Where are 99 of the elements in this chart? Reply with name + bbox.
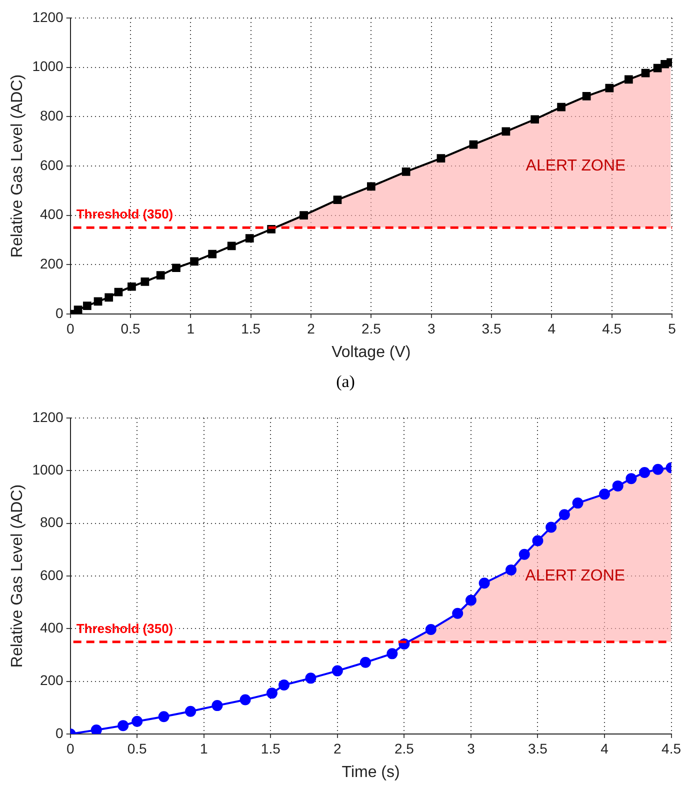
point <box>158 711 170 722</box>
x-tick-label: 4 <box>600 740 609 756</box>
x-tick-label: 4.5 <box>662 740 682 756</box>
x-tick-label: 1.5 <box>260 740 281 756</box>
y-tick-label: 1000 <box>32 58 64 74</box>
y-tick-label: 200 <box>40 672 64 688</box>
x-tick-label: 5 <box>668 320 676 336</box>
point <box>300 211 308 220</box>
point <box>208 250 217 258</box>
point <box>557 102 566 112</box>
point <box>172 264 180 272</box>
y-tick-label: 200 <box>40 256 64 272</box>
point <box>452 608 464 619</box>
x-axis-title: Time (s) <box>342 764 400 781</box>
point <box>305 672 316 684</box>
point <box>118 720 129 732</box>
point <box>333 196 342 204</box>
point <box>532 535 544 546</box>
x-tick-label: 3 <box>467 740 476 756</box>
point <box>506 564 517 576</box>
x-tick-label: 1 <box>200 740 208 756</box>
point <box>190 257 198 266</box>
point <box>156 271 165 280</box>
point <box>83 302 92 310</box>
x-tick-label: 2.5 <box>361 320 382 336</box>
x-tick-label: 3.5 <box>528 740 548 756</box>
point <box>582 92 591 100</box>
x-tick-label: 2.5 <box>394 740 414 756</box>
y-axis-title: Relative Gas Level (ADC) <box>9 484 26 668</box>
x-tick-label: 1.5 <box>241 320 261 336</box>
x-tick-label: 1 <box>186 320 195 336</box>
point <box>185 706 196 717</box>
annotation: ALERT ZONE <box>525 567 626 584</box>
point <box>469 140 478 149</box>
x-tick-label: 2 <box>307 320 316 336</box>
ref-line-label: Threshold (350) <box>76 620 174 636</box>
point <box>94 297 102 306</box>
point <box>114 288 123 296</box>
y-tick-label: 600 <box>40 566 64 583</box>
point <box>546 522 557 533</box>
y-tick-label: 800 <box>40 514 64 530</box>
point <box>641 68 650 78</box>
x-tick-label: 0 <box>66 320 74 336</box>
point <box>402 167 410 176</box>
point <box>332 665 343 676</box>
annotation: ALERT ZONE <box>526 157 626 174</box>
point <box>653 64 662 72</box>
point <box>386 648 398 660</box>
point <box>212 700 223 712</box>
point <box>240 694 251 706</box>
x-tick-label: 3 <box>427 320 436 336</box>
point <box>518 548 530 560</box>
y-tick-label: 0 <box>56 724 64 741</box>
point <box>652 464 664 475</box>
point <box>132 716 143 727</box>
point <box>90 724 102 734</box>
x-axis-title: Voltage (V) <box>332 344 411 361</box>
point <box>128 282 136 291</box>
y-tick-label: 400 <box>40 206 64 222</box>
point <box>140 278 150 286</box>
y-tick-label: 1200 <box>32 408 64 425</box>
x-tick-label: 4 <box>548 320 556 336</box>
y-tick-label: 1200 <box>32 8 64 25</box>
point <box>425 624 436 635</box>
x-tick-label: 2 <box>334 740 342 756</box>
point <box>266 688 278 699</box>
point <box>104 293 114 302</box>
x-tick-label: 3.5 <box>482 320 502 336</box>
x-tick-label: 0 <box>66 740 74 756</box>
point <box>74 306 82 314</box>
y-tick-label: 600 <box>40 156 64 173</box>
text: (a) <box>335 372 356 392</box>
point <box>278 680 290 691</box>
y-tick-label: 1000 <box>32 462 64 478</box>
y-tick-label: 400 <box>40 620 64 636</box>
x-tick-label: 0.5 <box>120 320 140 336</box>
point <box>626 473 637 484</box>
point <box>465 594 476 606</box>
point <box>605 84 614 92</box>
point <box>502 127 510 136</box>
point <box>558 509 570 520</box>
ref-line-label: Threshold (350) <box>76 206 174 222</box>
point <box>366 182 376 191</box>
point <box>599 488 610 500</box>
point <box>639 467 650 478</box>
point <box>612 480 624 492</box>
point <box>624 75 633 84</box>
point <box>572 498 584 509</box>
point <box>530 115 540 124</box>
point <box>478 578 490 589</box>
x-tick-label: 4.5 <box>602 320 622 336</box>
y-tick-label: 800 <box>40 108 64 124</box>
y-axis-title: Relative Gas Level (ADC) <box>9 74 26 258</box>
point <box>436 154 446 163</box>
y-tick-label: 0 <box>56 304 64 321</box>
point <box>227 242 236 250</box>
x-tick-label: 0.5 <box>127 740 148 756</box>
point <box>360 656 371 668</box>
point <box>245 234 254 242</box>
